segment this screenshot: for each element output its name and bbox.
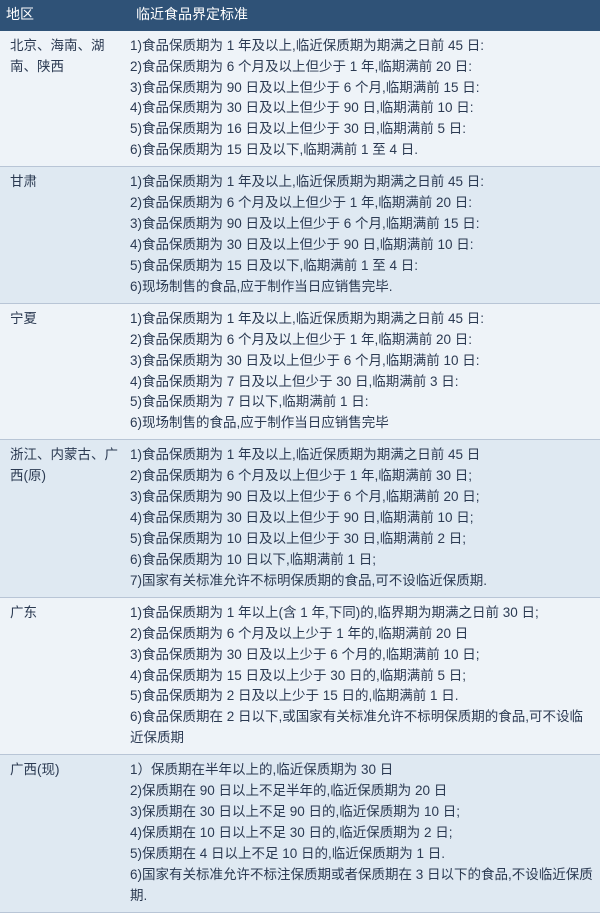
standard-cell: 1)食品保质期为 1 年及以上,临近保质期为期满之日前 45 日:2)食品保质期… [130, 167, 600, 304]
standard-line: 1)食品保质期为 1 年及以上,临近保质期为期满之日前 45 日 [130, 445, 594, 466]
standard-line: 3)食品保质期为 30 日及以上但少于 6 个月,临期满前 10 日: [130, 351, 594, 372]
table-row: 北京、海南、湖南、陕西1)食品保质期为 1 年及以上,临近保质期为期满之日前 4… [0, 31, 600, 167]
standard-line: 2)食品保质期为 6 个月及以上但少于 1 年,临期满前 20 日: [130, 193, 594, 214]
standard-line: 5)食品保质期为 10 日及以上但少于 30 日,临期满前 2 日; [130, 529, 594, 550]
standard-line: 2)食品保质期为 6 个月及以上但少于 1 年,临期满前 20 日: [130, 330, 594, 351]
standard-line: 4)食品保质期为 15 日及以上少于 30 日的,临期满前 5 日; [130, 666, 594, 687]
standard-line: 1)食品保质期为 1 年及以上,临近保质期为期满之日前 45 日: [130, 172, 594, 193]
standard-line: 5)食品保质期为 15 日及以下,临期满前 1 至 4 日: [130, 256, 594, 277]
table-row: 浙江、内蒙古、广西(原)1)食品保质期为 1 年及以上,临近保质期为期满之日前 … [0, 440, 600, 597]
standard-line: 3)食品保质期为 90 日及以上但少于 6 个月,临期满前 15 日: [130, 78, 594, 99]
standard-line: 3)食品保质期为 90 日及以上但少于 6 个月,临期满前 20 日; [130, 487, 594, 508]
standard-line: 6)食品保质期为 15 日及以下,临期满前 1 至 4 日. [130, 140, 594, 161]
standard-line: 6)食品保质期为 10 日以下,临期满前 1 日; [130, 550, 594, 571]
standard-line: 4)食品保质期为 30 日及以上但少于 90 日,临期满前 10 日: [130, 98, 594, 119]
standards-table: 地区 临近食品界定标准 北京、海南、湖南、陕西1)食品保质期为 1 年及以上,临… [0, 0, 600, 913]
standard-line: 5)食品保质期为 7 日以下,临期满前 1 日: [130, 392, 594, 413]
standard-line: 5)食品保质期为 16 日及以上但少于 30 日,临期满前 5 日: [130, 119, 594, 140]
standard-cell: 1)食品保质期为 1 年及以上,临近保质期为期满之日前 45 日:2)食品保质期… [130, 303, 600, 440]
standard-line: 6)国家有关标准允许不标注保质期或者保质期在 3 日以下的食品,不设临近保质期. [130, 865, 594, 907]
standard-line: 4)食品保质期为 30 日及以上但少于 90 日,临期满前 10 日; [130, 508, 594, 529]
table-row: 广东1)食品保质期为 1 年以上(含 1 年,下同)的,临界期为期满之日前 30… [0, 597, 600, 754]
standard-line: 6)现场制售的食品,应于制作当日应销售完毕. [130, 277, 594, 298]
standard-cell: 1)食品保质期为 1 年及以上,临近保质期为期满之日前 45 日2)食品保质期为… [130, 440, 600, 597]
standard-cell: 1)食品保质期为 1 年以上(含 1 年,下同)的,临界期为期满之日前 30 日… [130, 597, 600, 754]
standard-line: 6)现场制售的食品,应于制作当日应销售完毕 [130, 413, 594, 434]
standard-line: 4)食品保质期为 7 日及以上但少于 30 日,临期满前 3 日: [130, 372, 594, 393]
header-standard: 临近食品界定标准 [130, 0, 600, 31]
region-cell: 甘肃 [0, 167, 130, 304]
region-cell: 浙江、内蒙古、广西(原) [0, 440, 130, 597]
standard-line: 1)食品保质期为 1 年及以上,临近保质期为期满之日前 45 日: [130, 309, 594, 330]
standard-line: 1）保质期在半年以上的,临近保质期为 30 日 [130, 760, 594, 781]
region-cell: 北京、海南、湖南、陕西 [0, 31, 130, 167]
standard-cell: 1)食品保质期为 1 年及以上,临近保质期为期满之日前 45 日:2)食品保质期… [130, 31, 600, 167]
table-row: 广西(现)1）保质期在半年以上的,临近保质期为 30 日2)保质期在 90 日以… [0, 755, 600, 912]
standard-line: 2)食品保质期为 6 个月及以上但少于 1 年,临期满前 20 日: [130, 57, 594, 78]
standard-line: 6)食品保质期在 2 日以下,或国家有关标准允许不标明保质期的食品,可不设临近保… [130, 707, 594, 749]
standard-line: 2)保质期在 90 日以上不足半年的,临近保质期为 20 日 [130, 781, 594, 802]
standard-cell: 1）保质期在半年以上的,临近保质期为 30 日2)保质期在 90 日以上不足半年… [130, 755, 600, 912]
standard-line: 3)食品保质期为 90 日及以上但少于 6 个月,临期满前 15 日: [130, 214, 594, 235]
standard-line: 1)食品保质期为 1 年以上(含 1 年,下同)的,临界期为期满之日前 30 日… [130, 603, 594, 624]
standard-line: 1)食品保质期为 1 年及以上,临近保质期为期满之日前 45 日: [130, 36, 594, 57]
standard-line: 2)食品保质期为 6 个月及以上少于 1 年的,临期满前 20 日 [130, 624, 594, 645]
standard-line: 4)食品保质期为 30 日及以上但少于 90 日,临期满前 10 日: [130, 235, 594, 256]
table-row: 甘肃1)食品保质期为 1 年及以上,临近保质期为期满之日前 45 日:2)食品保… [0, 167, 600, 304]
standard-line: 7)国家有关标准允许不标明保质期的食品,可不设临近保质期. [130, 571, 594, 592]
standard-line: 2)食品保质期为 6 个月及以上但少于 1 年,临期满前 30 日; [130, 466, 594, 487]
standard-line: 3)保质期在 30 日以上不足 90 日的,临近保质期为 10 日; [130, 802, 594, 823]
table-row: 宁夏1)食品保质期为 1 年及以上,临近保质期为期满之日前 45 日:2)食品保… [0, 303, 600, 440]
standard-line: 5)食品保质期为 2 日及以上少于 15 日的,临期满前 1 日. [130, 686, 594, 707]
region-cell: 广东 [0, 597, 130, 754]
table-header-row: 地区 临近食品界定标准 [0, 0, 600, 31]
region-cell: 宁夏 [0, 303, 130, 440]
standard-line: 4)保质期在 10 日以上不足 30 日的,临近保质期为 2 日; [130, 823, 594, 844]
region-cell: 广西(现) [0, 755, 130, 912]
standard-line: 5)保质期在 4 日以上不足 10 日的,临近保质期为 1 日. [130, 844, 594, 865]
standard-line: 3)食品保质期为 30 日及以上少于 6 个月的,临期满前 10 日; [130, 645, 594, 666]
header-region: 地区 [0, 0, 130, 31]
